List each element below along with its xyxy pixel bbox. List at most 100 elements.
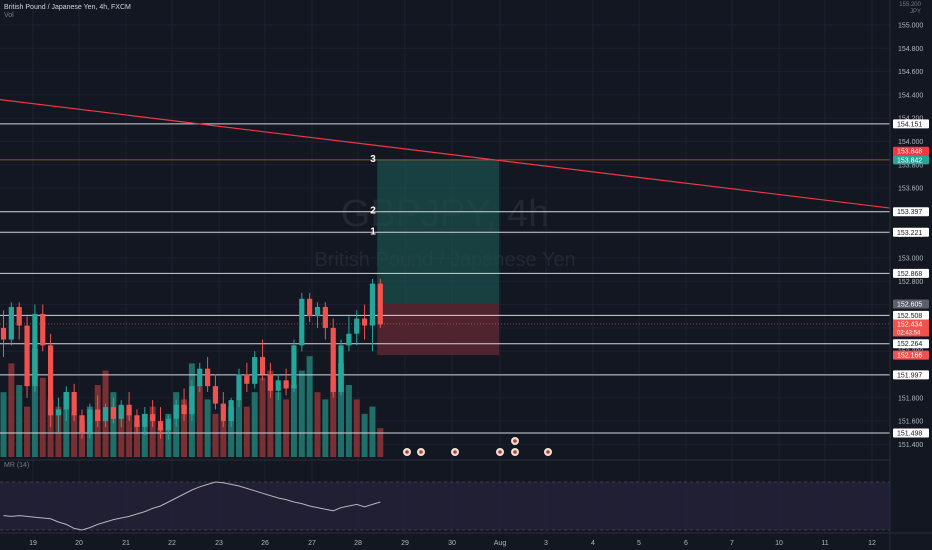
- volume-bar: [251, 392, 258, 457]
- price-tick: 151.800: [898, 395, 923, 402]
- candle-body: [369, 283, 376, 326]
- level-badge-bg: [893, 339, 929, 349]
- volume-bar: [220, 421, 227, 457]
- candle-body: [95, 409, 101, 422]
- volume-bar: [118, 406, 125, 457]
- volume-legend: Vol: [4, 12, 14, 19]
- candle-body: [220, 403, 226, 422]
- price-tick: 154.200: [898, 116, 923, 123]
- target-label-3: 3: [370, 154, 376, 165]
- event-icon-dot: [453, 450, 457, 454]
- time-axis[interactable]: 19 20 21 22 23 26 27 28 29 30 Aug 3 4 5 6 7 10 11 12: [0, 532, 932, 547]
- volume-bar: [126, 413, 133, 457]
- event-icons[interactable]: [402, 436, 553, 457]
- volume-bar: [243, 406, 250, 457]
- candle-body: [16, 306, 22, 326]
- volume-bar: [0, 392, 7, 457]
- event-icon-dot: [498, 450, 502, 454]
- candle-body: [40, 313, 46, 346]
- price-tick: 153.800: [898, 162, 923, 169]
- price-tick: 154.000: [898, 139, 923, 146]
- volume-bar: [204, 399, 211, 457]
- time-tick: 7: [730, 540, 734, 547]
- candle-body: [377, 283, 383, 325]
- price-tick: 154.600: [898, 69, 923, 76]
- candle-body: [157, 421, 164, 431]
- volume-bar: [267, 370, 274, 457]
- volume-bar: [63, 392, 70, 457]
- candle-body: [275, 380, 281, 391]
- long-position-tool[interactable]: [377, 159, 500, 356]
- candle-body: [338, 345, 344, 392]
- price-tick: 154.800: [898, 46, 923, 53]
- price-tick: 153.600: [898, 186, 923, 193]
- candle-body: [181, 404, 187, 415]
- volume-bar: [149, 406, 156, 457]
- symbol-title[interactable]: British Pound / Japanese Yen, 4h, FXCM: [4, 4, 131, 11]
- price-tick: 152.800: [898, 279, 923, 286]
- time-tick: 30: [448, 540, 456, 547]
- event-icon-dot: [513, 439, 517, 443]
- candle-body: [236, 374, 242, 401]
- volume-bar: [133, 421, 140, 457]
- candle-body: [212, 386, 219, 404]
- volume-bar: [338, 363, 345, 457]
- time-tick: Aug: [494, 540, 507, 547]
- volume-bar: [377, 428, 384, 457]
- trendline[interactable]: [0, 99, 899, 210]
- volume-bar: [322, 399, 329, 457]
- stop-zone[interactable]: [377, 304, 500, 356]
- volume-bar: [47, 399, 54, 457]
- time-tick: 27: [308, 540, 316, 547]
- candle-body: [307, 298, 313, 317]
- volume-bar: [196, 385, 203, 457]
- time-tick: 22: [168, 540, 176, 547]
- level-badge: 151.498: [897, 430, 922, 437]
- candle-body: [362, 318, 368, 326]
- time-tick: 12: [868, 540, 876, 547]
- candle-body: [55, 409, 62, 416]
- level-badge-bg: [893, 227, 929, 237]
- volume-bar: [361, 413, 368, 457]
- target-labels: 3 2 1: [370, 154, 376, 237]
- candle-body: [259, 357, 266, 375]
- volume-bar: [290, 385, 297, 457]
- volume-bar: [330, 377, 337, 457]
- volume-bar: [157, 428, 164, 457]
- event-icon-dot: [546, 450, 550, 454]
- trendline-line[interactable]: [0, 99, 899, 210]
- volume-bar: [353, 399, 360, 457]
- candle-body: [197, 368, 203, 387]
- horizontal-levels[interactable]: [0, 123, 890, 434]
- event-icon-dot: [405, 450, 409, 454]
- top-price: 155.200: [899, 2, 921, 8]
- candle-body: [205, 368, 211, 387]
- volume-bar: [31, 349, 38, 457]
- candle-body: [48, 345, 54, 416]
- volume-bar: [306, 356, 313, 457]
- candle-body: [244, 374, 250, 384]
- axis-corner: 155.200 JPY: [899, 2, 921, 16]
- candle-body: [32, 313, 38, 387]
- candle-body: [0, 327, 7, 340]
- volume-bar: [39, 377, 46, 457]
- volume-bar: [110, 392, 117, 457]
- candle-body: [63, 391, 69, 410]
- rsi-line: [3, 481, 381, 531]
- level-badge: 154.151: [897, 121, 922, 128]
- candle-body: [126, 404, 132, 416]
- volume-bar: [314, 392, 321, 457]
- candle-body: [79, 415, 85, 433]
- volume-bar: [24, 406, 31, 457]
- candle-body: [142, 414, 148, 427]
- level-badge-bg: [893, 207, 929, 217]
- event-icon-dot: [513, 450, 517, 454]
- time-tick: 29: [401, 540, 409, 547]
- price-tick: 151.600: [898, 419, 923, 426]
- level-badge: 152.508: [897, 313, 922, 320]
- time-tick: 23: [215, 540, 223, 547]
- candle-body: [150, 414, 156, 422]
- target-label-2: 2: [370, 206, 376, 217]
- candle-body: [228, 400, 234, 422]
